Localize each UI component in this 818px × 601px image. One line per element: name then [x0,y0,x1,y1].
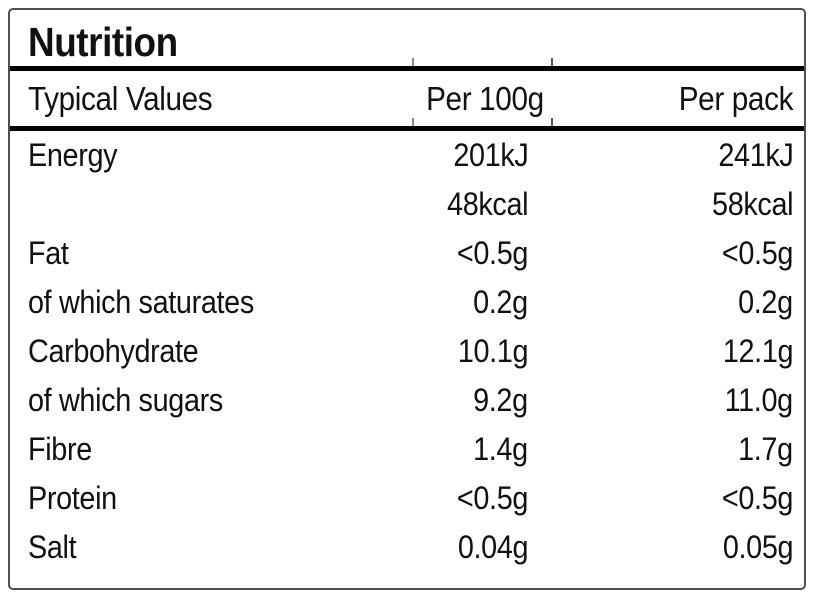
nutrient-name: Fat [28,235,69,271]
header-per-pack: Per pack [678,79,794,117]
per-pack-value: <0.5g [721,235,794,271]
nutrient-name: Salt [28,529,77,565]
column-divider-tick [412,58,414,66]
table-header-row: Typical Values Per 100g Per pack [10,71,804,126]
per-pack-value: 0.2g [738,284,793,320]
per-100g-value: 10.1g [457,333,529,369]
nutrient-name: Carbohydrate [28,333,199,369]
nutrient-name: Protein [28,480,117,516]
nutrition-rows: Energy 201kJ 241kJ 48kcal 58kcal [10,131,804,572]
nutrient-name: Fibre [28,431,92,467]
column-divider-tick [551,58,553,66]
per-pack-value: 0.05g [722,529,794,565]
panel-title-row: Nutrition [10,10,804,66]
nutrition-panel: Nutrition Typical Values Per 100g Per pa… [8,8,806,590]
per-pack-value: <0.5g [721,480,794,516]
nutrient-name: Energy [28,137,118,173]
per-100g-value: 0.04g [457,529,529,565]
title-divider-rule [10,58,804,71]
table-row: Carbohydrate 10.1g 12.1g [10,327,804,376]
table-row: of which saturates 0.2g 0.2g [10,278,804,327]
per-pack-value: 241kJ [717,137,793,173]
per-pack-value: 58kcal [711,186,794,222]
column-divider-tick [551,118,553,126]
table-row: Energy 201kJ 241kJ [10,131,804,180]
per-100g-value: 0.2g [473,284,528,320]
nutrient-name: of which saturates [28,284,254,320]
table-row: Fibre 1.4g 1.7g [10,425,804,474]
panel-title: Nutrition [28,18,178,65]
per-pack-value: 12.1g [722,333,794,369]
header-divider-rule [10,118,804,131]
table-row: Protein <0.5g <0.5g [10,474,804,523]
table-row: 48kcal 58kcal [10,180,804,229]
per-100g-value: 1.4g [473,431,528,467]
per-100g-value: 48kcal [446,186,529,222]
per-pack-value: 11.0g [724,382,794,418]
column-divider-tick [412,118,414,126]
table-row: Fat <0.5g <0.5g [10,229,804,278]
per-100g-value: <0.5g [456,480,529,516]
per-pack-value: 1.7g [738,431,793,467]
header-per-100g: Per 100g [426,79,544,117]
table-row: of which sugars 9.2g 11.0g [10,376,804,425]
nutrient-name: of which sugars [28,382,223,418]
per-100g-value: <0.5g [456,235,529,271]
per-100g-value: 9.2g [473,382,528,418]
per-100g-value: 201kJ [452,137,528,173]
header-typical-values: Typical Values [28,79,213,117]
table-row: Salt 0.04g 0.05g [10,523,804,572]
